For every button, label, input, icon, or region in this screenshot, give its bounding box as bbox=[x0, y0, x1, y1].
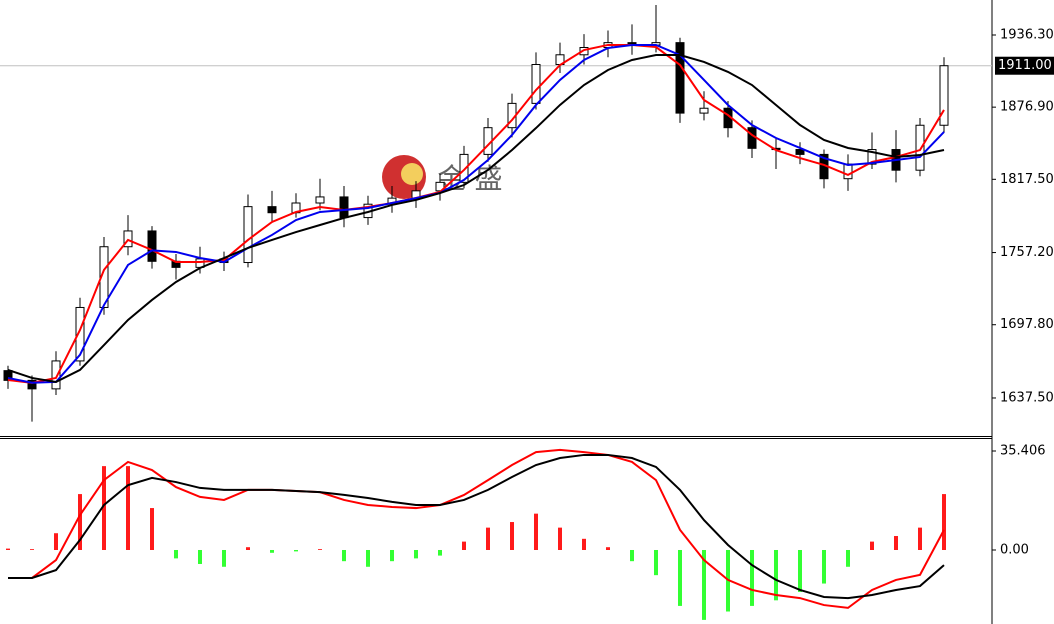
histogram-bar bbox=[558, 527, 562, 550]
histogram-bar bbox=[102, 466, 106, 550]
histogram-bar bbox=[894, 536, 898, 550]
histogram-bar bbox=[510, 522, 514, 550]
histogram-bar bbox=[678, 549, 682, 606]
histogram-bar bbox=[294, 549, 298, 552]
candle-body bbox=[843, 163, 853, 180]
indicator-line bbox=[8, 453, 945, 600]
histogram-bar bbox=[462, 541, 466, 550]
histogram-bar bbox=[582, 538, 586, 550]
histogram-bar bbox=[222, 549, 226, 567]
y-tick-label: 0.00 bbox=[1000, 542, 1029, 557]
candle-body bbox=[99, 246, 109, 308]
indicator-line bbox=[7, 43, 945, 384]
histogram-bar bbox=[606, 547, 610, 550]
indicator-line bbox=[7, 43, 945, 384]
candle-body bbox=[267, 206, 277, 214]
candle-body bbox=[531, 64, 541, 104]
histogram-bar bbox=[54, 533, 58, 550]
y-tick-label: 35.406 bbox=[1000, 444, 1046, 459]
histogram-bar bbox=[150, 508, 154, 550]
histogram-bar bbox=[390, 549, 394, 562]
histogram-bar bbox=[486, 527, 490, 550]
y-tick-label: 1817.50 bbox=[1000, 172, 1054, 187]
last-price-label: 1911.00 bbox=[998, 58, 1052, 73]
histogram-bar bbox=[318, 549, 322, 550]
candle-body bbox=[459, 153, 469, 183]
candle-body bbox=[867, 149, 877, 165]
histogram-bar bbox=[630, 549, 634, 562]
histogram-bar bbox=[126, 466, 130, 550]
histogram-bar bbox=[750, 549, 754, 606]
candle-body bbox=[747, 127, 757, 149]
candle-body bbox=[123, 230, 133, 248]
candle-body bbox=[51, 360, 61, 390]
histogram-bar bbox=[246, 547, 250, 550]
histogram-bar bbox=[822, 549, 826, 584]
candle-body bbox=[675, 42, 685, 114]
histogram-bar bbox=[534, 513, 538, 550]
candle-body bbox=[939, 65, 949, 126]
candle-body bbox=[75, 306, 85, 362]
histogram-bar bbox=[366, 549, 370, 567]
histogram-bar bbox=[198, 549, 202, 564]
y-tick-label: 1697.80 bbox=[1000, 317, 1054, 332]
indicator-line bbox=[7, 54, 945, 383]
histogram-bar bbox=[702, 549, 706, 620]
candle-body bbox=[699, 107, 709, 114]
y-tick-label: 1936.30 bbox=[1000, 27, 1054, 42]
last-price-box bbox=[995, 56, 1054, 75]
histogram-bar bbox=[870, 541, 874, 550]
logo-inner bbox=[401, 163, 423, 185]
y-tick-label: 1637.50 bbox=[1000, 390, 1054, 405]
candle-body bbox=[315, 196, 325, 204]
candle-body bbox=[915, 124, 925, 171]
y-tick-label: 1876.90 bbox=[1000, 100, 1054, 115]
histogram-bar bbox=[438, 549, 442, 556]
histogram-bar bbox=[774, 549, 778, 601]
histogram-bar bbox=[270, 549, 274, 553]
histogram-bar bbox=[174, 549, 178, 559]
candle-body bbox=[147, 230, 157, 262]
histogram-bar bbox=[846, 549, 850, 567]
histogram-bar bbox=[918, 527, 922, 550]
histogram-bar bbox=[414, 549, 418, 559]
histogram-bar bbox=[6, 548, 10, 550]
candle-body bbox=[795, 149, 805, 155]
histogram-bar bbox=[654, 549, 658, 576]
histogram-bar bbox=[78, 494, 82, 550]
candle-body bbox=[243, 206, 253, 264]
candle-body bbox=[339, 196, 349, 219]
histogram-bar bbox=[342, 549, 346, 562]
histogram-bar bbox=[798, 549, 802, 592]
indicator-line bbox=[8, 448, 945, 609]
histogram-bar bbox=[30, 549, 34, 550]
histogram-bar bbox=[942, 494, 946, 550]
candle-body bbox=[27, 379, 37, 390]
y-tick-label: 1757.20 bbox=[1000, 245, 1054, 260]
